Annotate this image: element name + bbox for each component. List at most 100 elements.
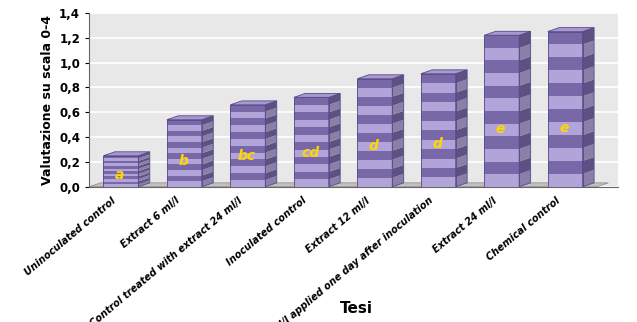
Bar [231,159,266,166]
Bar [484,86,519,99]
Bar [294,127,329,135]
Bar [421,74,455,187]
Polygon shape [167,116,213,120]
Bar [357,142,392,151]
Bar [103,156,138,158]
Bar [421,74,455,83]
Polygon shape [138,162,150,169]
Text: Control treated with extract 24 ml/l: Control treated with extract 24 ml/l [89,195,245,322]
Bar [103,156,138,187]
Polygon shape [138,167,150,174]
Polygon shape [519,31,531,48]
Bar [548,148,583,161]
Polygon shape [202,177,213,187]
Bar [357,151,392,160]
Bar [357,133,392,142]
Bar [294,172,329,179]
Bar [103,176,138,179]
Bar [484,124,519,136]
Polygon shape [583,105,594,122]
Polygon shape [519,145,531,162]
Bar [484,162,519,174]
Bar [231,112,266,118]
Polygon shape [455,164,467,177]
Bar [548,174,583,187]
Bar [357,97,392,106]
Polygon shape [329,131,340,142]
Bar [484,48,519,61]
Polygon shape [392,174,404,187]
Bar [548,83,583,96]
Polygon shape [266,128,276,139]
Polygon shape [202,127,213,137]
Polygon shape [392,120,404,133]
Bar [357,124,392,133]
Bar [103,179,138,182]
Polygon shape [519,94,531,111]
Text: d: d [369,139,378,153]
Polygon shape [329,101,340,112]
Polygon shape [519,44,531,61]
Bar [231,132,266,139]
Bar [421,102,455,111]
Text: b: b [178,154,188,168]
Polygon shape [138,180,150,187]
Bar [167,131,202,137]
Bar [294,149,329,157]
Bar [231,139,266,146]
Polygon shape [583,28,594,44]
Polygon shape [583,157,594,174]
Polygon shape [519,57,531,73]
Polygon shape [266,142,276,153]
Polygon shape [583,66,594,83]
Polygon shape [329,160,340,172]
Polygon shape [583,53,594,70]
Polygon shape [138,178,150,184]
Bar [231,146,266,153]
Bar [167,159,202,165]
Bar [421,121,455,130]
Bar [357,178,392,187]
Bar [103,169,138,171]
Polygon shape [202,166,213,175]
Polygon shape [266,169,276,180]
Polygon shape [138,175,150,182]
Polygon shape [519,170,531,187]
Text: Extract 12 ml/l applied one day after inoculation: Extract 12 ml/l applied one day after in… [225,195,435,322]
Bar [421,130,455,140]
Bar [167,181,202,187]
Text: Chemical control: Chemical control [485,195,562,262]
Bar [548,122,583,135]
Polygon shape [392,156,404,169]
Polygon shape [138,165,150,171]
Polygon shape [138,157,150,164]
Bar [421,111,455,121]
Bar [103,166,138,169]
Bar [357,79,392,187]
Polygon shape [329,108,340,120]
Bar [484,136,519,149]
Bar [294,105,329,112]
Bar [167,142,202,147]
Bar [484,35,519,48]
Polygon shape [421,70,467,74]
Polygon shape [202,133,213,142]
Bar [548,32,583,44]
Bar [167,170,202,175]
Bar [294,97,329,187]
Bar [421,140,455,149]
Polygon shape [455,155,467,168]
Bar [103,171,138,174]
Polygon shape [357,75,404,79]
Bar [294,120,329,127]
Bar [548,161,583,174]
Bar [484,174,519,187]
Polygon shape [138,152,150,158]
Bar [548,70,583,83]
Polygon shape [519,132,531,149]
Bar [421,93,455,102]
Polygon shape [583,118,594,135]
Bar [167,165,202,170]
Polygon shape [329,138,340,149]
Polygon shape [455,79,467,93]
